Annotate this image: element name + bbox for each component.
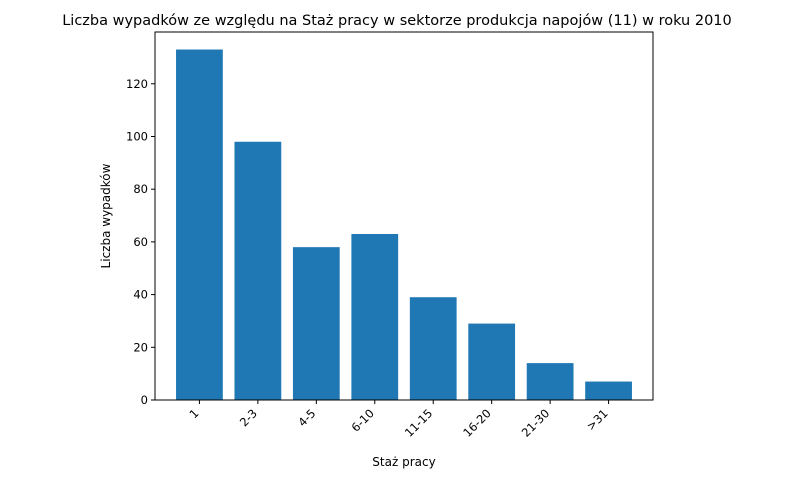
chart-title: Liczba wypadków ze względu na Staż pracy… bbox=[62, 13, 732, 29]
x-tick-label: 2-3 bbox=[237, 406, 260, 429]
y-tick-label: 60 bbox=[133, 235, 148, 249]
x-axis-label: Staż pracy bbox=[372, 455, 435, 469]
plot-frame bbox=[154, 31, 654, 401]
y-tick-label: 80 bbox=[133, 182, 148, 196]
y-axis: 0 20 40 60 80 100 120 bbox=[126, 77, 155, 407]
bar-21-30 bbox=[526, 363, 574, 400]
y-tick-label: 20 bbox=[133, 340, 148, 354]
x-tick-label: 1 bbox=[186, 406, 201, 421]
bar-6-10 bbox=[351, 233, 399, 400]
y-tick-label: 120 bbox=[126, 77, 148, 91]
y-tick-label: 100 bbox=[126, 129, 148, 143]
bar-1 bbox=[176, 49, 223, 401]
bar-4-5 bbox=[292, 247, 340, 400]
y-axis-label: Liczba wypadków bbox=[99, 163, 113, 268]
bar-16-20 bbox=[468, 323, 516, 400]
bar-11-15 bbox=[409, 297, 457, 400]
x-tick-label: >31 bbox=[584, 406, 611, 433]
x-tick-label: 16-20 bbox=[460, 406, 494, 440]
y-tick-label: 0 bbox=[141, 393, 148, 407]
bar->31 bbox=[585, 381, 632, 400]
x-tick-label: 6-10 bbox=[349, 406, 377, 434]
x-tick-label: 21-30 bbox=[519, 406, 553, 440]
x-tick-label: 4-5 bbox=[295, 406, 318, 429]
bars-group bbox=[176, 49, 632, 401]
y-tick-label: 40 bbox=[133, 288, 148, 302]
x-axis: 1 2-3 4-5 6-10 11-15 16-20 21-30 >31 bbox=[186, 400, 611, 440]
bar-2-3 bbox=[234, 141, 282, 400]
x-tick-label: 11-15 bbox=[402, 406, 436, 440]
